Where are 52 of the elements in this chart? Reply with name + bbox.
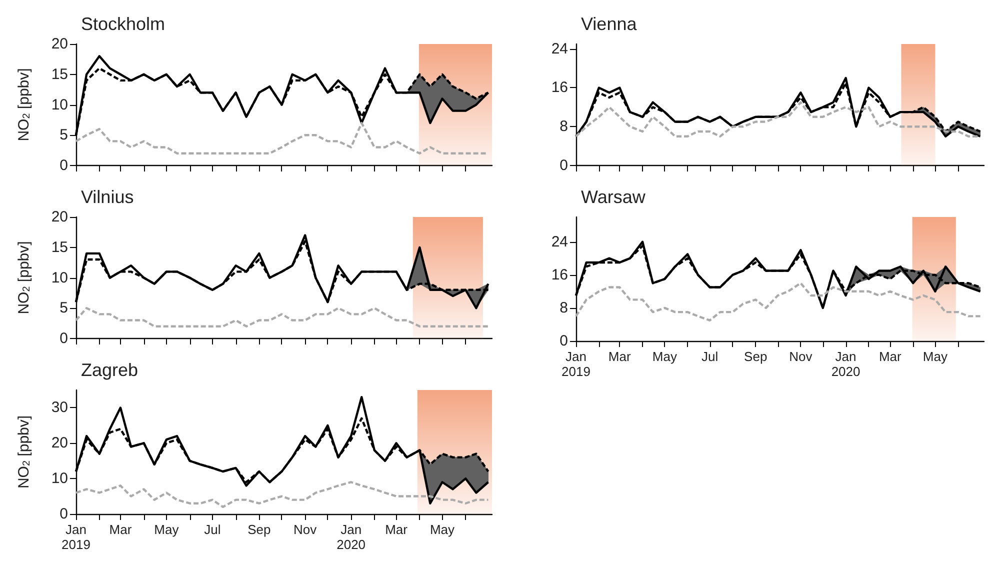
- y-tick-label: 24: [551, 233, 568, 250]
- y-tick-label: 10: [51, 96, 68, 114]
- y-tick-label: 10: [51, 470, 68, 488]
- line-series: [574, 282, 982, 322]
- chart-title: Vilnius: [81, 187, 134, 207]
- x-tick-label: Mar: [878, 349, 902, 364]
- y-tick-label: 8: [560, 299, 568, 316]
- line-series: [74, 481, 490, 508]
- y-tick-label: 24: [551, 40, 568, 58]
- x-tick-label: Jan 2020: [831, 349, 860, 379]
- y-axis-title: NO2 [ppbv]: [16, 68, 32, 142]
- y-axis-title: NO2 [ppbv]: [16, 415, 32, 489]
- x-tick-label: Jan 2019: [562, 349, 590, 379]
- y-tick-label: 8: [560, 118, 568, 136]
- x-tick-label: May: [922, 349, 948, 364]
- x-tick-label: Sep: [248, 522, 271, 537]
- y-tick-label: 5: [60, 126, 68, 144]
- x-tick-label: May: [154, 522, 180, 537]
- x-tick-label: Mar: [109, 522, 132, 537]
- x-tick-label: Jan 2019: [62, 522, 90, 552]
- x-tick-label: Jan 2020: [336, 522, 366, 552]
- y-tick-label: 0: [560, 332, 568, 350]
- y-tick-label: 5: [60, 300, 68, 317]
- x-tick-label: Mar: [608, 349, 632, 364]
- x-tick-label: Sep: [744, 349, 768, 364]
- y-axis-title: NO2 [ppbv]: [16, 241, 32, 314]
- x-tick-label: Jul: [204, 522, 221, 537]
- y-tick-label: 30: [51, 399, 68, 416]
- x-tick-label: Nov: [789, 349, 813, 364]
- chart-title: Zagreb: [81, 360, 138, 380]
- y-tick-label: 0: [560, 157, 568, 174]
- y-tick-label: 16: [551, 79, 568, 96]
- y-tick-label: 0: [60, 157, 68, 174]
- line-series: [74, 307, 490, 328]
- x-tick-label: Mar: [385, 522, 408, 537]
- y-tick-label: 20: [51, 36, 68, 52]
- y-tick-label: 16: [551, 266, 568, 284]
- chart-title: Vienna: [581, 14, 638, 34]
- chart-title: Stockholm: [81, 14, 166, 34]
- y-tick-label: 0: [60, 506, 68, 522]
- x-tick-label: Jul: [701, 349, 718, 364]
- line-series: [574, 101, 982, 138]
- y-tick-label: 10: [51, 269, 68, 286]
- y-tick-label: 20: [51, 208, 68, 226]
- y-tick-label: 20: [51, 434, 68, 452]
- y-tick-label: 15: [51, 66, 68, 83]
- x-tick-label: Nov: [294, 522, 318, 537]
- y-tick-label: 15: [51, 238, 68, 256]
- chart-title: Warsaw: [581, 187, 646, 207]
- y-tick-label: 0: [60, 330, 68, 347]
- x-tick-label: May: [430, 522, 456, 537]
- x-tick-label: May: [652, 349, 678, 364]
